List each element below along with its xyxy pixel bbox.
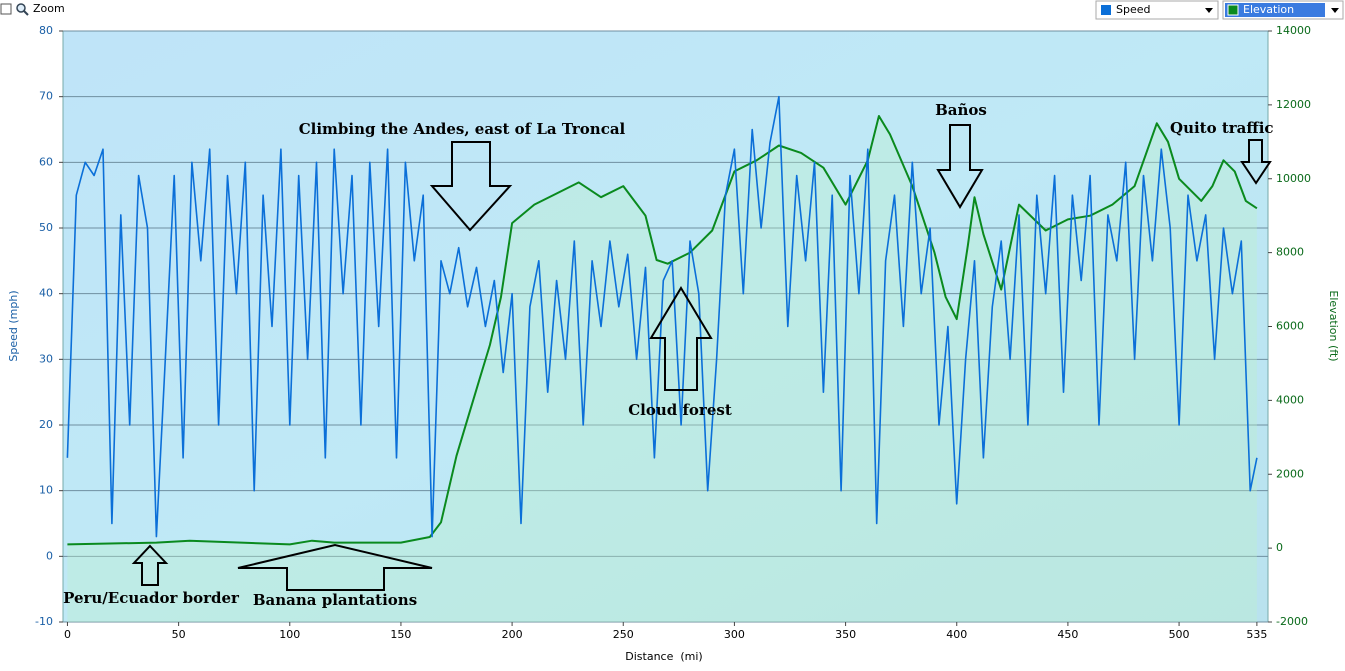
arrow xyxy=(1240,139,1272,185)
y-tick-label: 30 xyxy=(39,352,53,365)
zoom-checkbox[interactable] xyxy=(0,3,12,15)
arrow xyxy=(649,286,713,391)
annotation: Cloud forest xyxy=(628,401,732,419)
y2-tick-label: 2000 xyxy=(1276,467,1304,480)
y-tick-label: 20 xyxy=(39,418,53,431)
x-axis-title: Distance (mi) xyxy=(625,650,702,663)
y2-tick-label: 14000 xyxy=(1276,24,1311,37)
legend-label: Speed xyxy=(1116,3,1150,16)
y-tick-label: 80 xyxy=(39,24,53,37)
elevation-dropdown[interactable]: Elevation xyxy=(1222,0,1344,20)
y2-axis-title: Elevation (ft) xyxy=(1327,290,1340,361)
y2-tick-label: 4000 xyxy=(1276,393,1304,406)
x-tick-label: 450 xyxy=(1057,628,1078,641)
y-tick-label: 70 xyxy=(39,90,53,103)
elevation-area xyxy=(67,116,1257,622)
zoom-label: Zoom xyxy=(33,2,65,15)
y2-tick-label: 8000 xyxy=(1276,246,1304,259)
zoom-icon xyxy=(16,3,26,13)
dropdown-caret xyxy=(1331,8,1339,13)
annotation: Peru/Ecuador border xyxy=(63,589,240,607)
x-tick-label: 150 xyxy=(390,628,411,641)
x-tick-label: 50 xyxy=(172,628,186,641)
x-tick-label: 0 xyxy=(64,628,71,641)
legend-label: Elevation xyxy=(1243,3,1294,16)
speed-dropdown[interactable]: Speed xyxy=(1095,0,1219,20)
y-tick-label: 60 xyxy=(39,155,53,168)
x-tick-label: 300 xyxy=(724,628,745,641)
y-tick-label: 0 xyxy=(46,549,53,562)
x-tick-label: 400 xyxy=(946,628,967,641)
legend-swatch xyxy=(1227,4,1239,16)
annotation: Banana plantations xyxy=(253,591,417,609)
dropdown-caret xyxy=(1205,8,1213,13)
annotations: Climbing the Andes, east of La Troncal B… xyxy=(63,101,1273,609)
y-tick-label: 10 xyxy=(39,484,53,497)
y2-tick-label: 12000 xyxy=(1276,98,1311,111)
y-tick-label: -10 xyxy=(35,615,53,628)
y2-tick-label: -2000 xyxy=(1276,615,1308,628)
arrow xyxy=(936,124,984,209)
dropdown-box[interactable] xyxy=(1095,0,1219,20)
toolbar: Zoom Speed Elevation xyxy=(0,0,1344,20)
x-tick-label: 100 xyxy=(279,628,300,641)
x-tick-label: 350 xyxy=(835,628,856,641)
annotation: Quito traffic xyxy=(1170,119,1274,137)
arrow xyxy=(131,544,169,586)
annotation: Climbing the Andes, east of La Troncal xyxy=(299,120,626,138)
y2-tick-label: 6000 xyxy=(1276,320,1304,333)
dropdown-highlight xyxy=(1225,3,1325,17)
legend-swatch xyxy=(1101,5,1111,15)
arrow xyxy=(429,141,513,232)
x-tick-label: 500 xyxy=(1169,628,1190,641)
series-line xyxy=(66,95,1258,538)
annotation: Baños xyxy=(935,101,987,119)
y2-tick-label: 0 xyxy=(1276,541,1283,554)
arrow xyxy=(237,543,433,591)
y-tick-label: 50 xyxy=(39,221,53,234)
y2-tick-label: 10000 xyxy=(1276,172,1311,185)
y-axis-title: Speed (mph) xyxy=(7,290,20,361)
x-tick-label: 250 xyxy=(613,628,634,641)
x-tick-label: 535 xyxy=(1246,628,1267,641)
data xyxy=(66,95,1258,622)
zoom-icon-handle xyxy=(23,10,29,16)
x-tick-label: 200 xyxy=(502,628,523,641)
y-tick-label: 40 xyxy=(39,287,53,300)
